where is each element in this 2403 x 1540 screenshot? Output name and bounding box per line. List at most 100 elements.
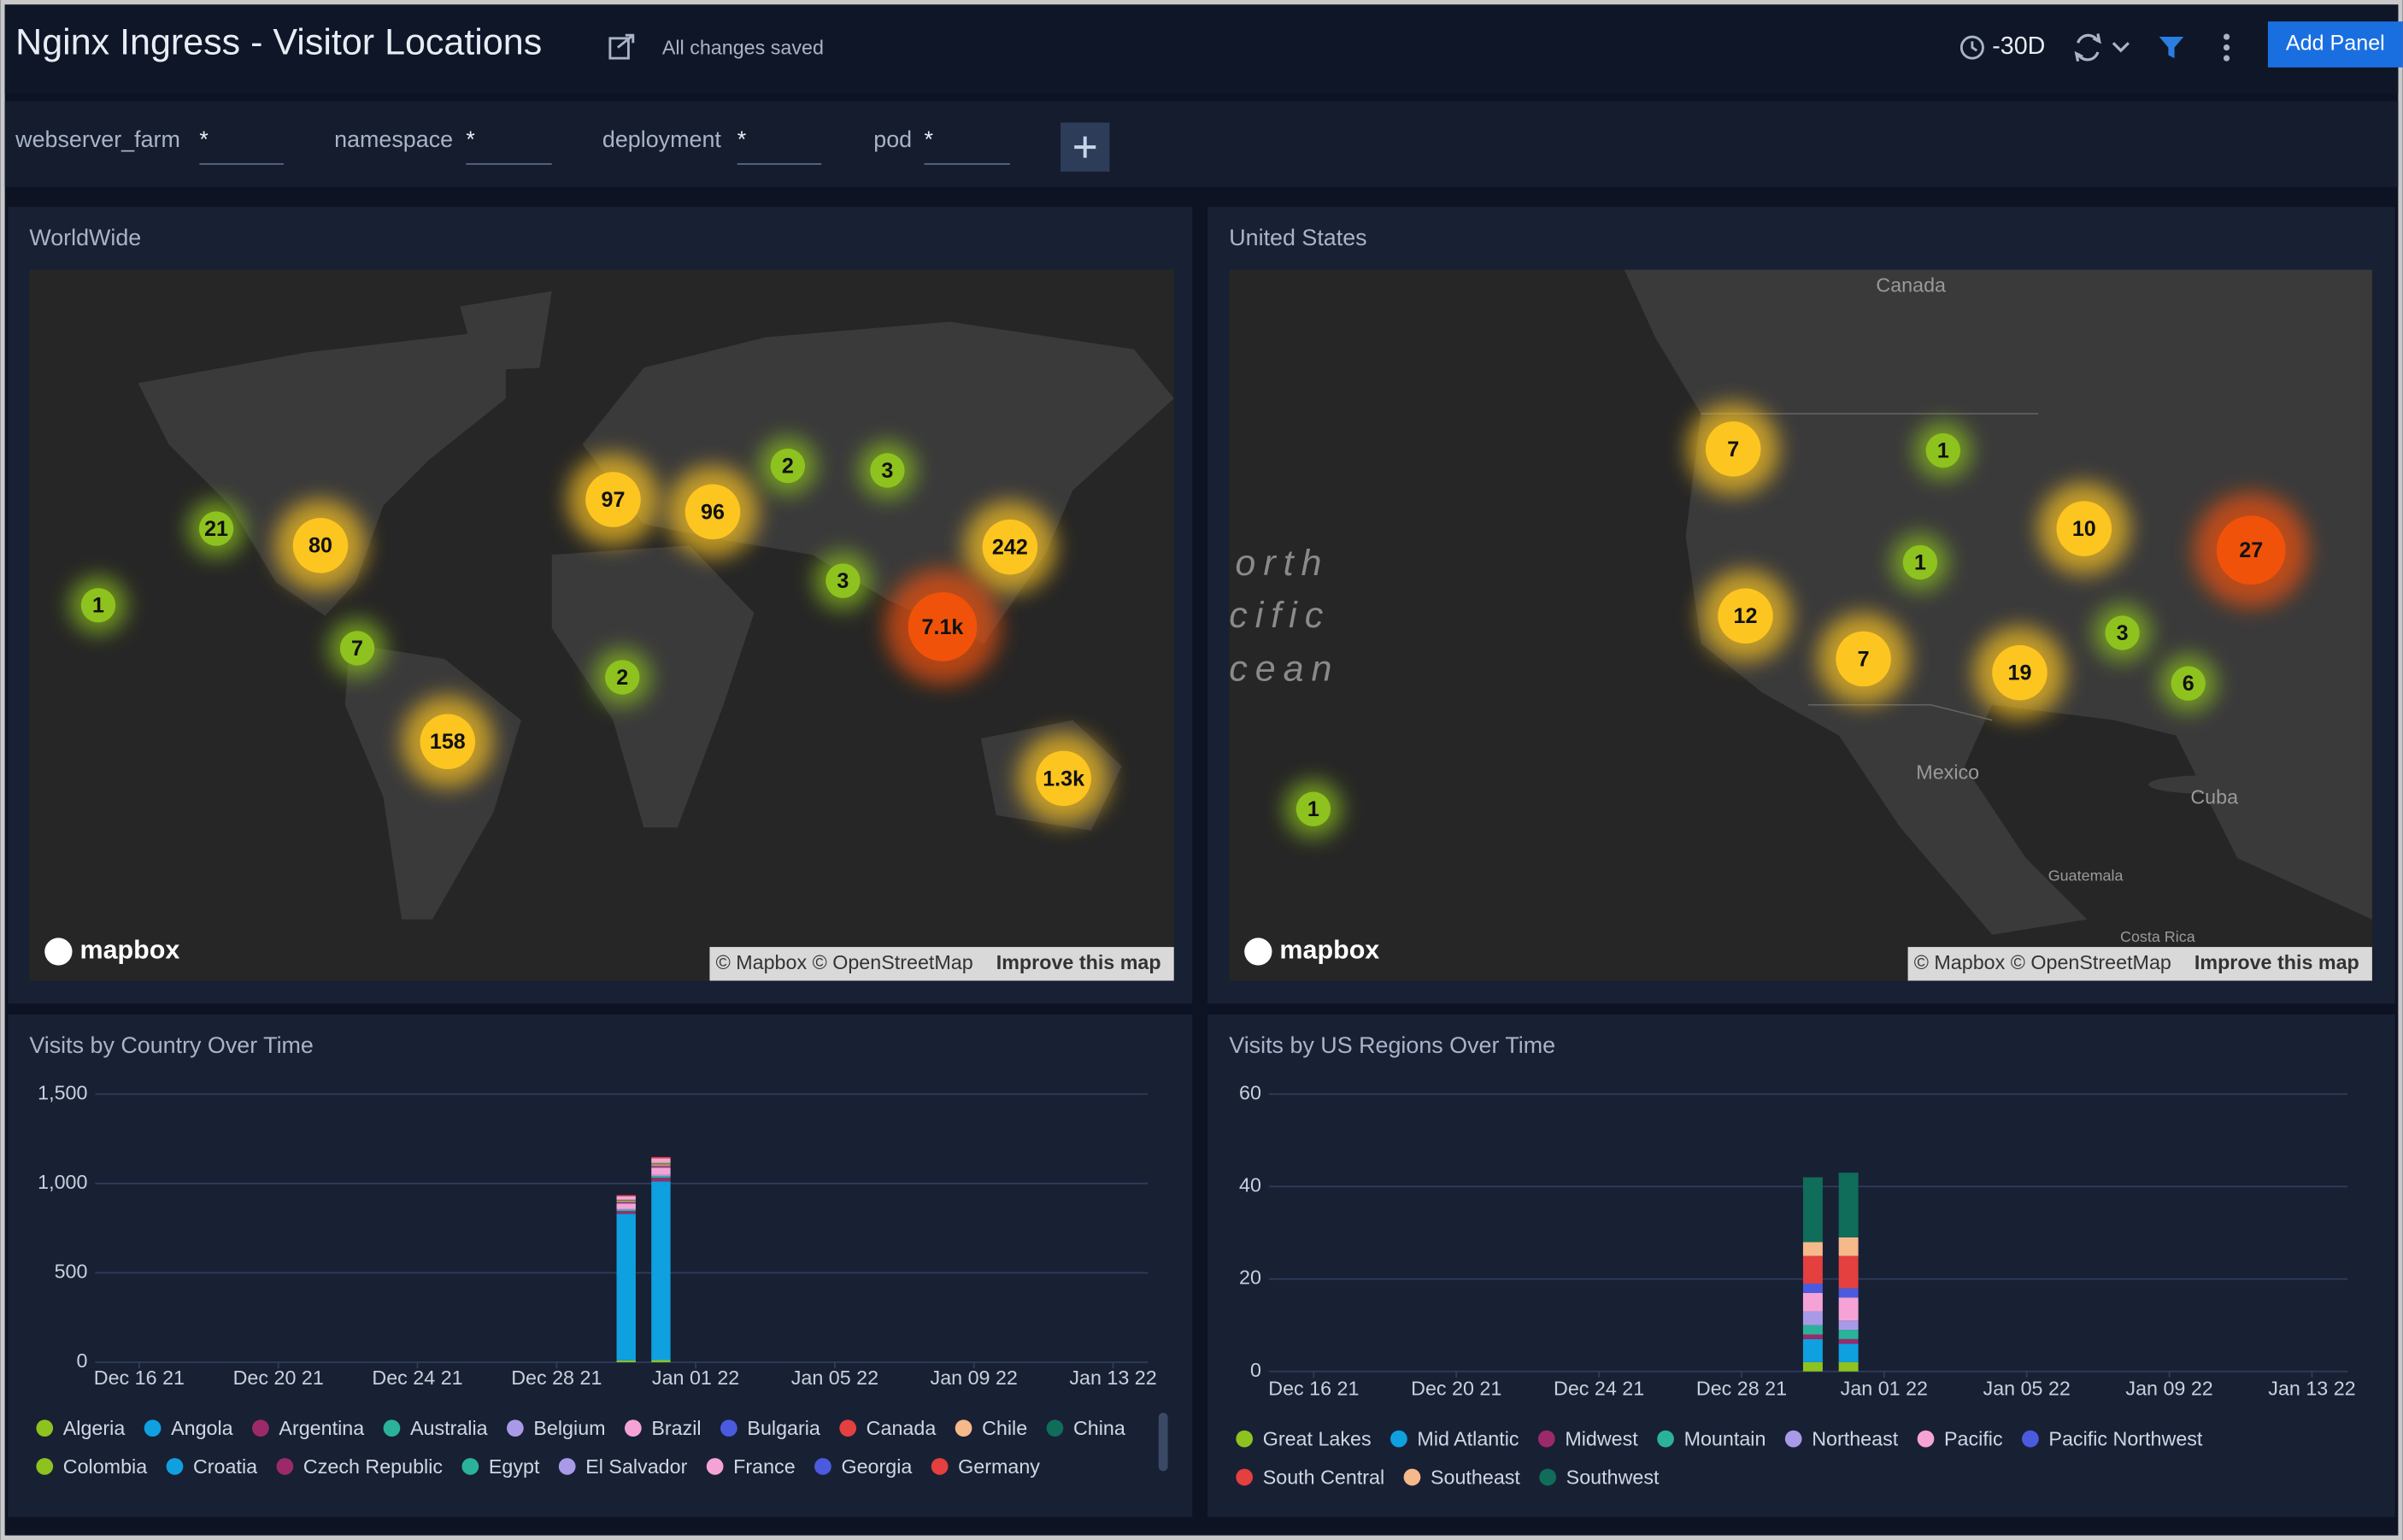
bar-segment[interactable]: [651, 1163, 671, 1165]
marker[interactable]: [2056, 501, 2112, 556]
bar-segment[interactable]: [1802, 1311, 1823, 1325]
legend-item[interactable]: Northeast: [1784, 1428, 1899, 1450]
legend-item[interactable]: France: [706, 1455, 796, 1478]
filter-value[interactable]: *: [466, 126, 475, 152]
bar-segment[interactable]: [1838, 1173, 1859, 1237]
refresh-icon[interactable]: [2074, 33, 2130, 62]
legend-item[interactable]: Great Lakes: [1236, 1428, 1372, 1450]
marker[interactable]: [605, 660, 640, 695]
bar-segment[interactable]: [616, 1195, 636, 1196]
bar-segment[interactable]: [1802, 1242, 1823, 1256]
marker[interactable]: [2171, 666, 2206, 701]
bar-segment[interactable]: [651, 1165, 671, 1167]
legend-item[interactable]: El Salvador: [558, 1455, 688, 1478]
more-icon[interactable]: [2223, 33, 2230, 62]
legend-item[interactable]: Chile: [955, 1417, 1027, 1439]
marker[interactable]: [420, 714, 476, 770]
improve-link[interactable]: Improve this map: [2194, 951, 2359, 973]
time-range[interactable]: -30D: [1992, 32, 2045, 60]
filter-value[interactable]: *: [924, 126, 933, 152]
bar-segment[interactable]: [1802, 1255, 1823, 1284]
bar-segment[interactable]: [651, 1167, 671, 1175]
share-icon[interactable]: [608, 33, 635, 60]
bar-segment[interactable]: [651, 1181, 671, 1361]
marker[interactable]: [1836, 631, 1891, 687]
legend-item[interactable]: Pacific: [1917, 1428, 2003, 1450]
marker[interactable]: [1902, 544, 1938, 580]
legend-item[interactable]: Germany: [931, 1455, 1041, 1478]
bar-segment[interactable]: [1838, 1288, 1859, 1298]
bar-segment[interactable]: [616, 1200, 636, 1202]
legend-item[interactable]: Algeria: [36, 1417, 125, 1439]
filter-value[interactable]: *: [199, 126, 209, 152]
bar-segment[interactable]: [1802, 1338, 1823, 1362]
add-panel-label[interactable]: Add Panel: [2286, 32, 2385, 56]
legend-item[interactable]: Egypt: [461, 1455, 540, 1478]
legend-item[interactable]: Angola: [144, 1417, 233, 1439]
add-filter-icon[interactable]: [1074, 136, 1096, 158]
bar-segment[interactable]: [1802, 1177, 1823, 1243]
add-panel-button[interactable]: [2267, 21, 2403, 68]
legend-item[interactable]: Georgia: [814, 1455, 912, 1478]
legend-item[interactable]: Mid Atlantic: [1390, 1428, 1519, 1450]
bar-segment[interactable]: [1802, 1361, 1823, 1372]
bar-segment[interactable]: [1838, 1237, 1859, 1256]
bar-segment[interactable]: [651, 1174, 671, 1177]
world-map[interactable]: 1 21 80 7 158 97 96 2 3 3 2 242 7.1k 1.3k mapbox © Ma…: [29, 269, 1174, 981]
legend-item[interactable]: Argentina: [252, 1417, 364, 1439]
legend-item[interactable]: China: [1046, 1417, 1125, 1439]
bar-segment[interactable]: [1838, 1255, 1859, 1289]
marker[interactable]: [1925, 432, 1961, 468]
improve-link[interactable]: Improve this map: [996, 951, 1161, 973]
legend-item[interactable]: Canada: [839, 1417, 936, 1439]
legend-item[interactable]: Czech Republic: [276, 1455, 444, 1478]
marker[interactable]: [684, 484, 741, 540]
bar-segment[interactable]: [1802, 1325, 1823, 1335]
marker[interactable]: [1036, 750, 1091, 807]
bar-segment[interactable]: [651, 1156, 671, 1159]
bar-segment[interactable]: [651, 1158, 671, 1163]
marker[interactable]: [339, 631, 375, 666]
bar-segment[interactable]: [651, 1162, 671, 1164]
legend-item[interactable]: Colombia: [36, 1455, 147, 1478]
bar-segment[interactable]: [616, 1196, 636, 1200]
marker[interactable]: [1705, 421, 1761, 477]
legend-item[interactable]: Australia: [383, 1417, 488, 1439]
bar-segment[interactable]: [1802, 1334, 1823, 1339]
marker[interactable]: [1296, 791, 1331, 826]
bar-segment[interactable]: [616, 1214, 636, 1361]
bar-segment[interactable]: [1838, 1361, 1859, 1372]
bar-segment[interactable]: [616, 1201, 636, 1202]
marker[interactable]: [908, 592, 978, 661]
marker[interactable]: [770, 448, 806, 484]
bar-segment[interactable]: [1838, 1343, 1859, 1362]
legend-item[interactable]: Belgium: [507, 1417, 606, 1439]
bar-segment[interactable]: [1838, 1338, 1859, 1344]
filter-icon[interactable]: [2159, 37, 2184, 59]
filter-value[interactable]: *: [737, 126, 747, 152]
legend-scrollbar[interactable]: [1158, 1413, 1168, 1472]
bar-segment[interactable]: [651, 1164, 671, 1166]
bar-segment[interactable]: [1802, 1292, 1823, 1312]
bar-segment[interactable]: [1838, 1297, 1859, 1321]
us-map[interactable]: Canada Mexico Cuba Guatemala Costa Rica …: [1229, 269, 2372, 981]
bar-segment[interactable]: [651, 1176, 671, 1179]
marker[interactable]: [870, 453, 905, 488]
bar-segment[interactable]: [616, 1208, 636, 1210]
marker[interactable]: [585, 472, 641, 527]
legend-item[interactable]: Southwest: [1539, 1466, 1660, 1488]
marker[interactable]: [1718, 588, 1773, 644]
marker[interactable]: [982, 519, 1038, 575]
legend-item[interactable]: Midwest: [1537, 1428, 1638, 1450]
bar-segment[interactable]: [616, 1360, 636, 1363]
legend-item[interactable]: Croatia: [166, 1455, 258, 1478]
marker[interactable]: [80, 588, 116, 623]
time-icon[interactable]: [1959, 35, 1984, 60]
legend-item[interactable]: South Central: [1236, 1466, 1384, 1488]
legend-item[interactable]: Pacific Northwest: [2022, 1428, 2203, 1450]
marker[interactable]: [2216, 515, 2286, 585]
bar-segment[interactable]: [616, 1211, 636, 1214]
bar-segment[interactable]: [651, 1360, 671, 1363]
bar-segment[interactable]: [616, 1203, 636, 1209]
bar-segment[interactable]: [651, 1178, 671, 1182]
